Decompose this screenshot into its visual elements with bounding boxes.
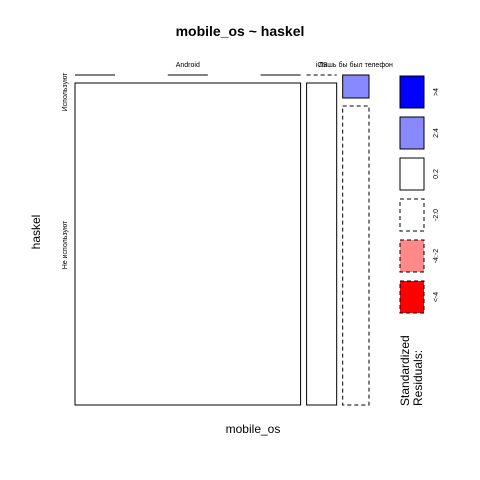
chart-title: mobile_os ~ haskel [176, 23, 305, 39]
legend-title-line-2: Residuals: [411, 350, 425, 406]
row-label-2: Не используют [62, 220, 69, 269]
legend-item-2: 2:4 [399, 116, 440, 150]
legend-label-6: <-4 [433, 292, 440, 302]
legend-swatch-4 [399, 198, 425, 232]
tile-android-2 [74, 82, 302, 406]
x-axis-title: mobile_os [226, 422, 281, 436]
legend-swatch-3 [399, 157, 425, 191]
legend-label-5: -4:-2 [433, 249, 440, 264]
column-label-2: iOS [316, 62, 328, 69]
legend-item-1: >4 [399, 75, 440, 109]
legend-label-2: 2:4 [433, 128, 440, 138]
tile-лишь-бы-был-телефон-2 [342, 105, 370, 406]
legend-item-4: -2:0 [399, 198, 440, 232]
row-label-1: Используют [62, 72, 69, 112]
legend-label-1: >4 [433, 88, 440, 96]
mosaic-tiles [74, 74, 370, 406]
column-label-3: Лишь бы был телефон [319, 61, 393, 69]
legend-swatch-5 [399, 239, 425, 273]
legend-item-6: <-4 [399, 280, 440, 314]
y-axis-title: haskel [29, 215, 43, 250]
row-labels: Используют Не используют [62, 72, 69, 269]
legend-item-5: -4:-2 [399, 239, 440, 273]
legend-swatch-1 [399, 75, 425, 109]
tile-ios-2 [306, 82, 338, 406]
legend-swatch-6 [399, 280, 425, 314]
tile-лишь-бы-был-телефон-1 [342, 74, 370, 99]
residual-legend: >4 2:4 0:2 -2:0 -4:-2 <-4 Standardized Residual… [398, 75, 440, 406]
legend-swatch-2 [399, 116, 425, 150]
legend-item-3: 0:2 [399, 157, 440, 191]
legend-label-3: 0:2 [433, 169, 440, 179]
legend-title-line-1: Standardized [398, 335, 412, 406]
legend-label-4: -2:0 [433, 209, 440, 221]
column-label-1: Android [176, 62, 200, 69]
